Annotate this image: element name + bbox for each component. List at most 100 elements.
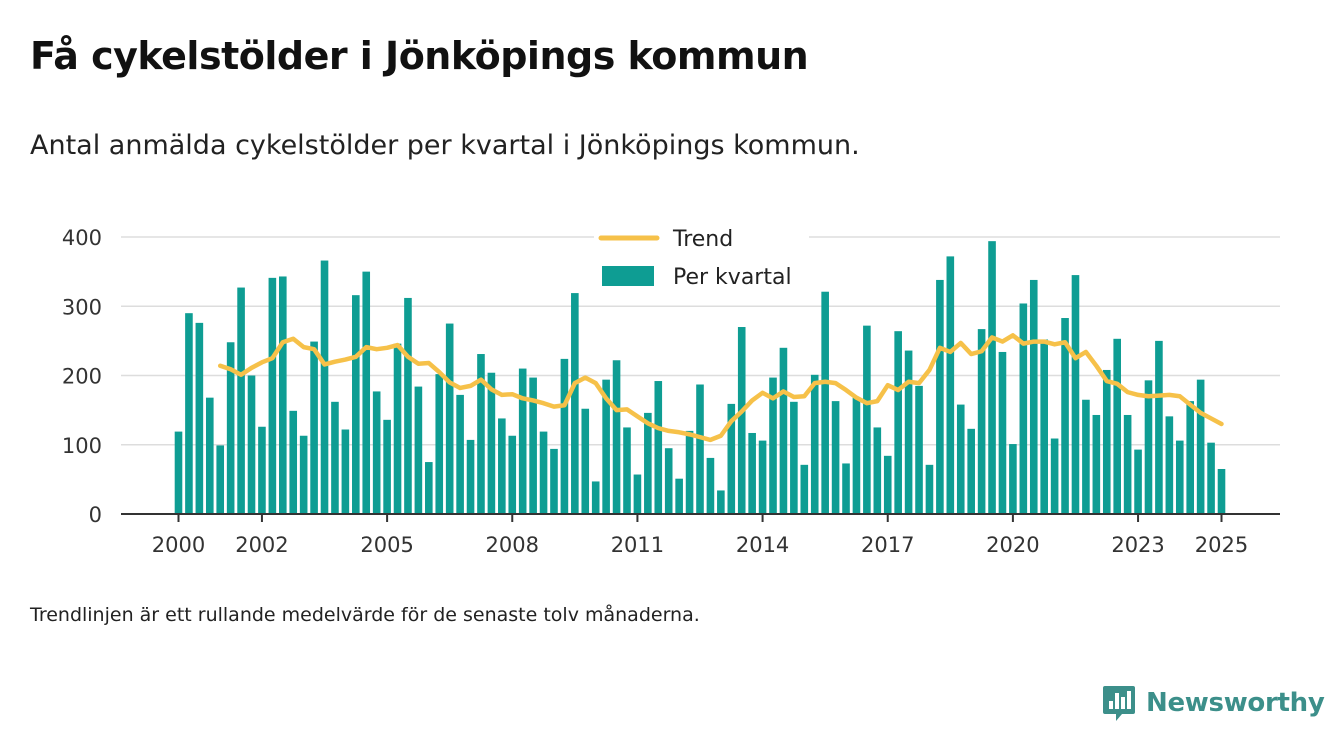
bar <box>352 295 360 514</box>
bar <box>894 331 902 514</box>
bar <box>1186 401 1195 514</box>
bar <box>977 329 986 514</box>
bar <box>800 464 809 514</box>
bar <box>1009 444 1017 514</box>
bar <box>675 478 683 514</box>
bar <box>487 372 496 514</box>
bar <box>654 381 663 514</box>
bar <box>623 427 631 514</box>
bar <box>1217 468 1226 514</box>
bar <box>414 386 423 514</box>
bar <box>706 457 715 514</box>
x-tick-label: 2002 <box>235 533 288 557</box>
bar <box>633 474 642 514</box>
bar <box>258 426 266 514</box>
bar <box>362 271 371 515</box>
bar <box>1102 369 1111 514</box>
x-tick-label: 2011 <box>611 533 664 557</box>
x-tick-label: 2014 <box>736 533 789 557</box>
bar <box>956 404 965 514</box>
y-tick-label: 0 <box>89 503 102 527</box>
chart-title: Få cykelstölder i Jönköpings kommun <box>30 34 809 78</box>
bar <box>571 293 579 514</box>
bar <box>320 260 329 514</box>
bar <box>310 341 318 514</box>
bar <box>748 432 756 514</box>
bar <box>539 431 548 514</box>
bar <box>1113 338 1121 514</box>
y-tick-label: 300 <box>62 295 102 319</box>
bar <box>831 401 840 514</box>
bar <box>591 481 600 514</box>
x-tick-label: 2008 <box>486 533 539 557</box>
bar <box>1207 442 1215 514</box>
bar <box>727 403 736 514</box>
x-tick-label: 2025 <box>1195 533 1248 557</box>
bar <box>445 323 454 514</box>
legend-swatch-per-kvartal <box>602 266 654 286</box>
bar <box>852 397 861 514</box>
bar <box>967 428 975 514</box>
bar <box>1071 275 1080 514</box>
bar <box>1196 379 1205 514</box>
bar <box>331 401 339 514</box>
bar <box>696 384 704 514</box>
bar <box>1175 440 1184 514</box>
bar <box>372 391 381 514</box>
bar <box>456 394 464 514</box>
bar <box>737 327 746 514</box>
bar <box>279 276 287 514</box>
bar <box>205 397 214 514</box>
bar <box>790 401 798 514</box>
bar <box>1029 279 1038 514</box>
bar <box>1050 438 1059 514</box>
bar <box>1092 414 1101 514</box>
brand-logo: Newsworthy <box>1102 684 1325 722</box>
bar <box>195 322 204 514</box>
x-tick-label: 2005 <box>360 533 413 557</box>
x-tick-label: 2020 <box>986 533 1039 557</box>
bar <box>393 343 402 514</box>
bar <box>299 435 308 514</box>
x-tick-label: 2000 <box>152 533 205 557</box>
bar <box>174 431 183 514</box>
bar <box>758 440 767 514</box>
bar <box>821 291 829 514</box>
y-axis-ticks: 0 100 200 300 400 <box>62 226 102 527</box>
bar <box>498 418 506 514</box>
bar <box>988 241 996 514</box>
bar <box>237 287 245 514</box>
bar <box>383 419 391 514</box>
newsworthy-logo-icon <box>1103 686 1135 721</box>
bar <box>664 448 673 514</box>
bar <box>185 313 193 514</box>
footnote: Trendlinjen är ett rullande medelvärde f… <box>30 604 700 626</box>
bar <box>247 375 256 514</box>
bar <box>1061 318 1069 514</box>
bar <box>883 455 892 514</box>
bar <box>341 429 350 514</box>
bar <box>1040 339 1048 514</box>
brand-name: Newsworthy <box>1146 688 1325 718</box>
y-tick-label: 100 <box>62 434 102 458</box>
x-axis-ticks: 2000 2002 2005 2008 2011 2014 2017 2020 2023 2025 <box>152 514 1248 557</box>
bar <box>863 325 871 514</box>
bar <box>1123 414 1132 514</box>
bar <box>404 297 412 514</box>
bar <box>550 448 558 514</box>
y-tick-label: 400 <box>62 226 102 250</box>
bar <box>1134 449 1142 514</box>
chart: 0 100 200 300 400 Trend Per kvartal 2000 2002… <box>61 219 1280 557</box>
bar <box>644 412 652 514</box>
bar <box>425 462 433 514</box>
bar <box>779 347 788 514</box>
trend-line <box>217 333 1224 443</box>
bar <box>216 445 225 514</box>
legend: Trend Per kvartal <box>594 219 809 296</box>
bar <box>936 279 944 514</box>
bar <box>560 358 569 514</box>
bar <box>925 464 934 514</box>
bar <box>1144 380 1153 514</box>
bar <box>435 374 444 514</box>
bar <box>915 385 923 514</box>
